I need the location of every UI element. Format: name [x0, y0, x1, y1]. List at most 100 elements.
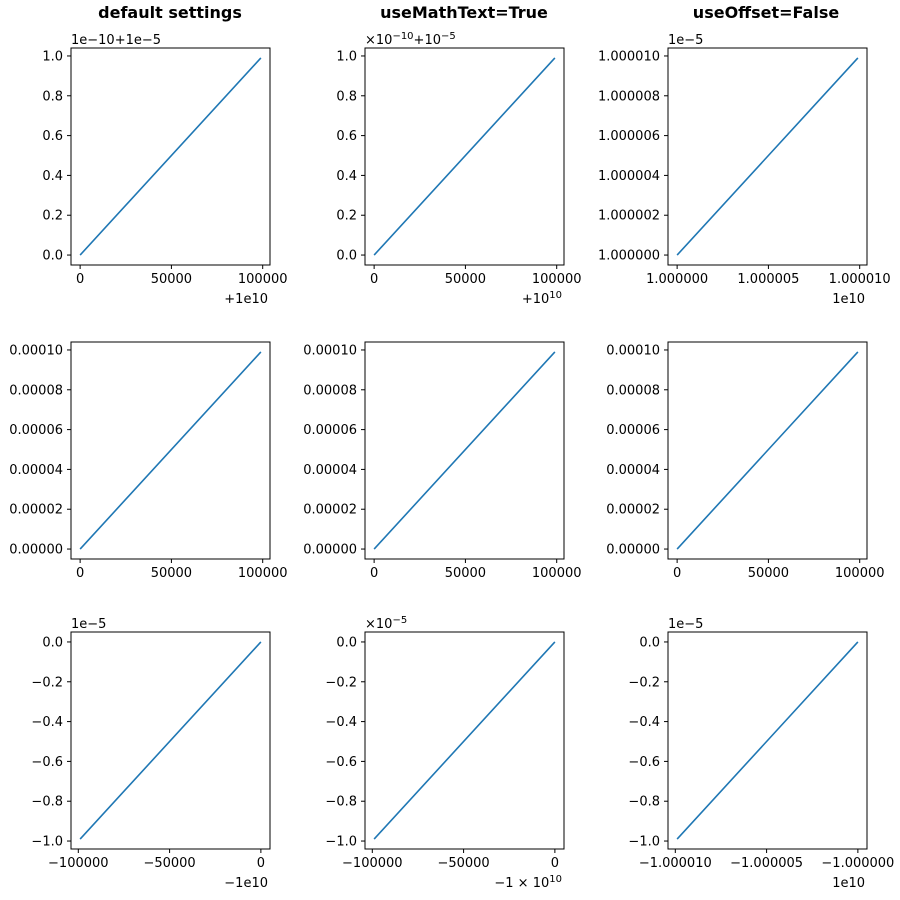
column-title-useoffset: useOffset=False [693, 3, 840, 22]
axes-frame [667, 631, 868, 850]
y-tick-label: 0.00008 [606, 383, 660, 398]
series-line [676, 351, 859, 550]
axes-frame [667, 47, 868, 266]
series-line [676, 641, 859, 840]
x-tick-label: −1.000010 [639, 856, 712, 871]
x-tick-label: 50000 [748, 566, 789, 581]
y-tick-label: 0.00008 [9, 383, 63, 398]
y-tick-label: −0.8 [325, 795, 357, 810]
x-axis-offset-label: 1e10 [832, 292, 865, 307]
y-tick-label: 0.0 [639, 635, 660, 650]
y-axis-offset-label: ×10−10+10−5 [365, 31, 456, 49]
subplot-r1-c1: 0 50000 100000 0.00000 0.00002 0.00004 0.00006… [303, 341, 582, 581]
y-tick-label: −0.2 [628, 675, 660, 690]
y-tick-label: 0.00002 [303, 503, 357, 518]
series-line [373, 57, 556, 256]
y-tick-label: 0.00006 [303, 423, 357, 438]
y-tick-label: 0.00008 [303, 383, 357, 398]
x-tick-label: 1.000010 [829, 272, 891, 287]
subplot-r0-c0: 0 50000 100000 0.0 0.2 0.4 0.6 0.8 1.0 1e−10+1e−5… [42, 33, 287, 307]
y-tick-label: 0.6 [336, 129, 357, 144]
y-tick-label: 1.000000 [598, 249, 660, 264]
subplot-r2-c2: −1.000010 −1.000005 −1.000000 0.0 −0.2 −0.4 −0… [628, 617, 894, 891]
axes-frame [70, 631, 271, 850]
subplot-r1-c0: 0 50000 100000 0.00000 0.00002 0.00004 0.00006… [9, 341, 288, 581]
y-tick-label: 0.00010 [9, 343, 63, 358]
y-tick-label: 0.0 [42, 249, 63, 264]
y-axis-offset-label: ×10−5 [365, 615, 407, 633]
y-tick-label: −1.0 [325, 835, 357, 850]
subplot-grid: 0 50000 100000 0.0 0.2 0.4 0.6 0.8 1.0 1e−10+1e−5… [9, 31, 894, 892]
x-axis-offset-label: +1010 [522, 290, 562, 308]
subplot-r2-c1: −100000 −50000 0 0.0 −0.2 −0.4 −0.6 −0.8 −1.0 ×10… [325, 615, 565, 892]
series-line [79, 351, 262, 550]
subplot-r2-c0: −100000 −50000 0 0.0 −0.2 −0.4 −0.6 −0.8 −1.0 1e−… [31, 617, 271, 891]
y-tick-label: 0.0 [336, 635, 357, 650]
y-tick-label: 0.2 [336, 209, 357, 224]
x-tick-label: 0 [370, 566, 378, 581]
y-axis-offset-label: 1e−10+1e−5 [71, 33, 161, 48]
x-tick-label: 100000 [532, 566, 582, 581]
y-tick-label: 1.000006 [598, 129, 660, 144]
x-tick-label: 1.000005 [737, 272, 799, 287]
x-tick-label: 100000 [835, 566, 885, 581]
x-tick-label: 100000 [238, 272, 288, 287]
y-tick-label: 0.8 [336, 89, 357, 104]
y-tick-label: 0.0 [42, 635, 63, 650]
axes-frame [70, 341, 271, 560]
y-tick-label: −0.2 [31, 675, 63, 690]
axes-frame [364, 47, 565, 266]
axes-frame [364, 631, 565, 850]
y-tick-label: 0.00002 [606, 503, 660, 518]
x-tick-label: 0 [551, 856, 559, 871]
x-tick-label: 0 [76, 272, 84, 287]
subplot-r0-c1: 0 50000 100000 0.0 0.2 0.4 0.6 0.8 1.0 ×10−10+10−… [336, 31, 581, 308]
column-title-usemathtext: useMathText=True [380, 3, 548, 22]
axes-frame [364, 341, 565, 560]
y-tick-label: −0.2 [325, 675, 357, 690]
y-tick-label: −0.8 [628, 795, 660, 810]
y-tick-label: 0.4 [42, 169, 63, 184]
y-tick-label: 0.00010 [606, 343, 660, 358]
y-tick-label: 0.00010 [303, 343, 357, 358]
subplot-r1-c2: 0 50000 100000 0.00000 0.00002 0.00004 0.00006… [606, 341, 885, 581]
y-tick-label: −0.4 [31, 715, 63, 730]
series-line [373, 641, 556, 840]
x-tick-label: 0 [370, 272, 378, 287]
y-tick-label: 1.0 [42, 49, 63, 64]
y-tick-label: −0.6 [31, 755, 63, 770]
y-tick-label: 0.00000 [9, 543, 63, 558]
y-tick-label: 0.00004 [606, 463, 660, 478]
x-axis-offset-label: −1 × 1010 [494, 874, 562, 892]
x-tick-label: −1.000000 [821, 856, 894, 871]
x-tick-label: 0 [76, 566, 84, 581]
y-tick-label: 0.00006 [606, 423, 660, 438]
axes-frame [667, 341, 868, 560]
x-tick-label: −100000 [48, 856, 109, 871]
y-tick-label: −0.6 [325, 755, 357, 770]
x-tick-label: 100000 [532, 272, 582, 287]
y-tick-label: 0.00000 [303, 543, 357, 558]
y-tick-label: −1.0 [31, 835, 63, 850]
y-axis-offset-label: 1e−5 [668, 617, 703, 632]
y-tick-label: 0.0 [336, 249, 357, 264]
y-tick-label: 0.2 [42, 209, 63, 224]
y-tick-label: 0.00004 [303, 463, 357, 478]
x-axis-offset-label: −1e10 [224, 876, 268, 891]
subplot-r0-c2: 1.000000 1.000005 1.000010 1.000000 1.000002… [598, 33, 891, 307]
x-tick-label: 50000 [151, 272, 192, 287]
column-title-default-settings: default settings [98, 3, 242, 22]
y-tick-label: 0.4 [336, 169, 357, 184]
y-tick-label: 0.00000 [606, 543, 660, 558]
x-tick-label: 0 [257, 856, 265, 871]
y-tick-label: −0.6 [628, 755, 660, 770]
x-tick-label: 0 [673, 566, 681, 581]
axes-frame [70, 47, 271, 266]
x-axis-offset-label: 1e10 [832, 876, 865, 891]
x-tick-label: 50000 [445, 566, 486, 581]
y-axis-offset-label: 1e−5 [71, 617, 106, 632]
x-tick-label: −50000 [437, 856, 489, 871]
x-tick-label: −50000 [143, 856, 195, 871]
y-tick-label: 1.000004 [598, 169, 660, 184]
